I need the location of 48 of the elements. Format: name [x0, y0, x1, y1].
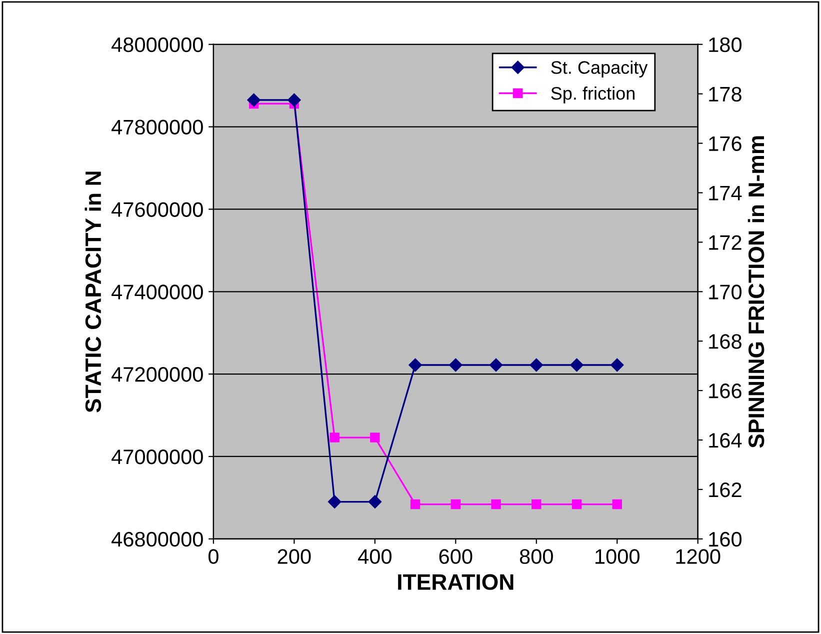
x-axis-title: ITERATION — [398, 574, 514, 590]
x-tick-label: 1000 — [596, 549, 640, 564]
y2-tick-label: 174 — [709, 186, 742, 200]
point — [491, 499, 501, 510]
y2-tick-label: 160 — [709, 532, 742, 547]
y2-tick-label: 172 — [709, 235, 742, 250]
point — [450, 499, 461, 510]
y-tick-label: 47000000 — [112, 449, 203, 464]
x-tick-label: 200 — [278, 549, 311, 564]
y2-tick-label: 170 — [709, 284, 742, 300]
x-tick-label: 400 — [358, 549, 392, 564]
y2-tick-label: 176 — [709, 136, 742, 152]
point — [449, 358, 462, 372]
point — [572, 499, 582, 510]
point — [612, 499, 622, 510]
point — [330, 432, 340, 442]
point — [570, 358, 584, 372]
point — [530, 358, 543, 372]
y-tick-label: 46800000 — [112, 532, 203, 547]
y2-tick-label: 164 — [709, 432, 742, 448]
point — [368, 495, 382, 508]
x-tick-label: 600 — [439, 549, 472, 564]
x-tick-label: 1200 — [676, 549, 720, 564]
point — [247, 93, 260, 107]
point — [328, 495, 342, 508]
point — [410, 499, 420, 510]
x-tick-label: 0 — [208, 549, 218, 564]
y-tick-label: 47800000 — [112, 120, 203, 135]
point — [532, 499, 542, 510]
y2-tick-label: 168 — [709, 334, 742, 349]
point — [288, 93, 301, 107]
x-tick-label: 800 — [520, 549, 553, 564]
point — [610, 358, 624, 372]
legend-label: St. Capacity — [551, 60, 648, 78]
y-tick-label: 47200000 — [112, 367, 203, 382]
y2-axis-title: SPINNING FRICTION in N-mm — [748, 136, 764, 448]
point — [489, 358, 503, 372]
point — [370, 432, 380, 442]
y2-tick-label: 180 — [709, 37, 742, 52]
legend-label: Sp. friction — [551, 86, 634, 104]
y-tick-label: 47400000 — [112, 284, 203, 300]
point — [408, 358, 422, 372]
y2-tick-label: 178 — [709, 86, 742, 102]
y-axis-title: STATIC CAPACITY in N — [84, 172, 102, 412]
y-tick-label: 48000000 — [112, 37, 203, 52]
y2-tick-label: 162 — [709, 482, 742, 498]
y2-tick-label: 166 — [709, 384, 742, 398]
y-tick-label: 47600000 — [112, 202, 203, 217]
